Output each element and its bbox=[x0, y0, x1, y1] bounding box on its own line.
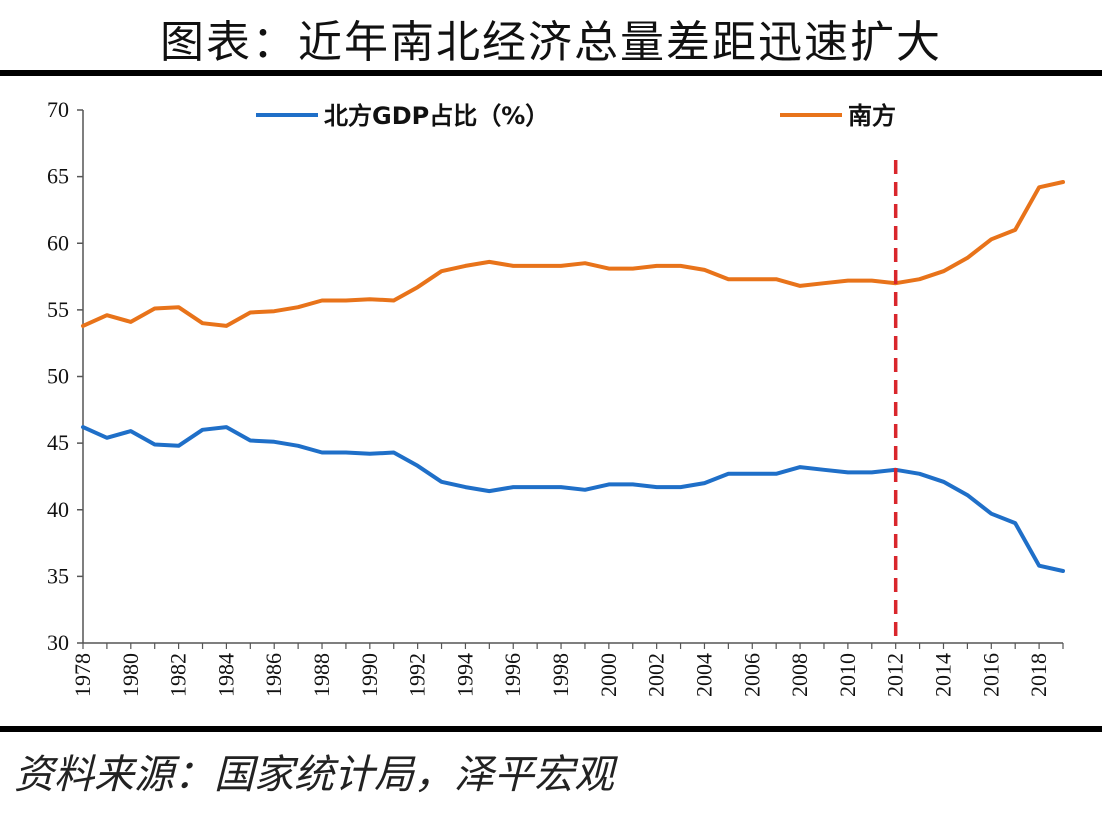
x-tick-label: 1996 bbox=[500, 653, 525, 697]
x-tick-label: 2016 bbox=[978, 653, 1003, 697]
y-tick-label: 30 bbox=[47, 630, 69, 655]
y-tick-label: 50 bbox=[47, 364, 69, 389]
x-tick-label: 2006 bbox=[739, 653, 764, 697]
x-tick-label: 2014 bbox=[930, 653, 955, 697]
x-tick-label: 1980 bbox=[118, 653, 143, 697]
x-tick-label: 2012 bbox=[883, 653, 908, 697]
legend-label-north: 北方GDP占比（%） bbox=[324, 102, 549, 130]
x-tick-label: 1984 bbox=[213, 653, 238, 697]
legend-label-south: 南方 bbox=[848, 102, 896, 130]
chart-title: 图表：近年南北经济总量差距迅速扩大 bbox=[160, 17, 942, 68]
source-note: 资料来源：国家统计局，泽平宏观 bbox=[14, 752, 614, 798]
x-tick-label: 2004 bbox=[691, 653, 716, 697]
series-line-north bbox=[81, 425, 1065, 573]
y-tick-label: 45 bbox=[47, 430, 69, 455]
series-line-south bbox=[81, 180, 1065, 328]
x-tick-label: 2010 bbox=[835, 653, 860, 697]
x-tick-label: 1988 bbox=[309, 653, 334, 697]
y-tick-label: 70 bbox=[47, 97, 69, 122]
y-tick-label: 35 bbox=[47, 563, 69, 588]
plot-area: 30 35 40 45 50 55 60 65 70 1978 1980 1982 1984 1986 19… bbox=[47, 97, 1065, 697]
y-tick-label: 60 bbox=[47, 230, 69, 255]
x-tick-label: 2000 bbox=[596, 653, 621, 697]
x-tick-label: 2002 bbox=[644, 653, 669, 697]
x-tick-label: 1986 bbox=[261, 653, 286, 697]
x-tick-label: 1998 bbox=[548, 653, 573, 697]
x-tick-label: 1994 bbox=[452, 653, 477, 697]
source-divider bbox=[0, 726, 1102, 732]
x-tick-label: 2008 bbox=[787, 653, 812, 697]
x-tick-label: 2018 bbox=[1026, 653, 1051, 697]
y-tick-label: 55 bbox=[47, 297, 69, 322]
x-tick-label: 1990 bbox=[357, 653, 382, 697]
y-tick-label: 65 bbox=[47, 164, 69, 189]
x-tick-label: 1992 bbox=[405, 653, 430, 697]
y-tick-label: 40 bbox=[47, 497, 69, 522]
x-tick-label: 1982 bbox=[166, 653, 191, 697]
title-divider bbox=[0, 70, 1102, 76]
x-tick-label: 1978 bbox=[70, 653, 95, 697]
line-chart: 30 35 40 45 50 55 60 65 70 1978 1980 1982 1984 1986 19… bbox=[47, 97, 1065, 697]
